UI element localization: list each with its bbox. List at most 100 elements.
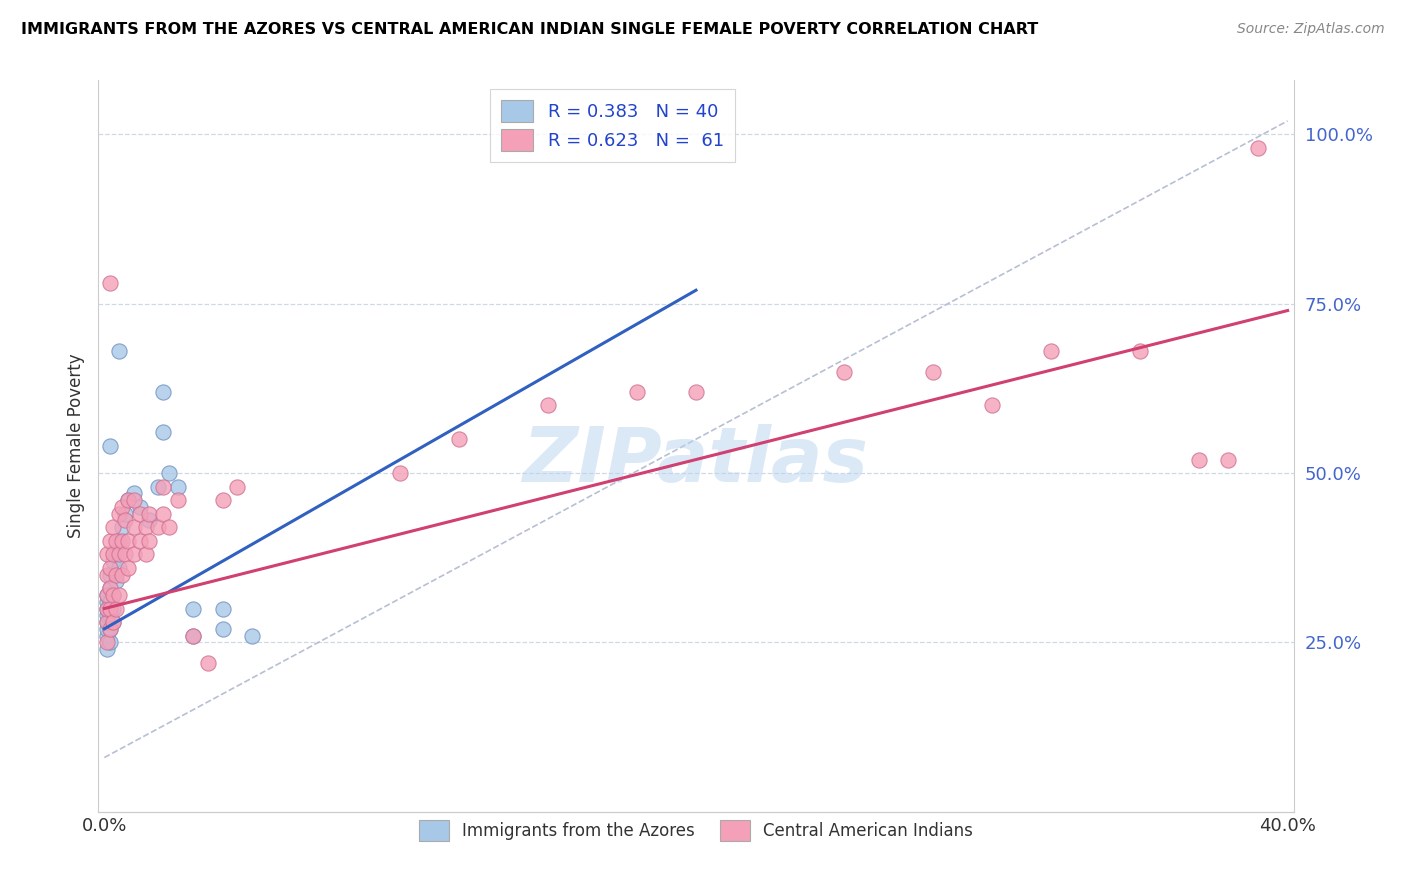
Point: [108, 533, 131, 548]
Text: IMMIGRANTS FROM THE AZORES VS CENTRAL AMERICAN INDIAN SINGLE FEMALE POVERTY CORR: IMMIGRANTS FROM THE AZORES VS CENTRAL AM…: [21, 22, 1039, 37]
Point: [157, 520, 180, 534]
Point: [98, 561, 121, 575]
Point: [122, 486, 145, 500]
Point: [96, 595, 118, 609]
Point: [197, 656, 219, 670]
Point: [105, 533, 128, 548]
Point: [181, 629, 204, 643]
Point: [103, 554, 125, 568]
Point: [96, 601, 118, 615]
Point: [108, 507, 131, 521]
Point: [135, 547, 157, 561]
Point: [138, 533, 160, 548]
Point: [240, 629, 263, 643]
Point: [211, 601, 233, 615]
Point: [108, 561, 131, 575]
Point: [105, 547, 128, 561]
Point: [96, 615, 118, 629]
Point: [98, 533, 121, 548]
Point: [117, 561, 139, 575]
Point: [103, 615, 125, 629]
Point: [98, 581, 121, 595]
Point: [108, 547, 131, 561]
Point: [103, 601, 125, 615]
Point: [98, 439, 121, 453]
Point: [111, 520, 134, 534]
Point: [105, 601, 128, 615]
Point: [96, 635, 118, 649]
Point: [98, 277, 121, 291]
Point: [96, 567, 118, 582]
Point: [98, 567, 121, 582]
Point: [98, 622, 121, 636]
Point: [832, 364, 855, 378]
Point: [138, 514, 160, 528]
Point: [96, 629, 118, 643]
Point: [96, 588, 118, 602]
Point: [537, 398, 560, 412]
Point: [114, 514, 136, 528]
Point: [138, 507, 160, 521]
Point: [108, 344, 131, 359]
Point: [157, 466, 180, 480]
Point: [117, 493, 139, 508]
Point: [98, 608, 121, 623]
Point: [921, 364, 943, 378]
Point: [103, 588, 125, 602]
Point: [389, 466, 412, 480]
Point: [117, 533, 139, 548]
Point: [108, 588, 131, 602]
Point: [211, 622, 233, 636]
Point: [96, 601, 118, 615]
Point: [685, 384, 707, 399]
Point: [128, 507, 150, 521]
Point: [1129, 344, 1152, 359]
Point: [211, 493, 233, 508]
Point: [122, 520, 145, 534]
Point: [226, 480, 249, 494]
Point: [117, 493, 139, 508]
Point: [103, 615, 125, 629]
Point: [111, 533, 134, 548]
Point: [98, 601, 121, 615]
Point: [135, 520, 157, 534]
Point: [1247, 141, 1270, 155]
Point: [122, 547, 145, 561]
Point: [98, 635, 121, 649]
Point: [1188, 452, 1211, 467]
Point: [122, 493, 145, 508]
Point: [96, 642, 118, 657]
Point: [96, 622, 118, 636]
Point: [167, 493, 190, 508]
Point: [96, 615, 118, 629]
Point: [146, 520, 169, 534]
Point: [111, 567, 134, 582]
Point: [114, 547, 136, 561]
Point: [103, 520, 125, 534]
Point: [96, 608, 118, 623]
Point: [98, 595, 121, 609]
Point: [111, 500, 134, 514]
Point: [96, 547, 118, 561]
Point: [105, 574, 128, 589]
Point: [98, 581, 121, 595]
Point: [152, 384, 174, 399]
Point: [146, 480, 169, 494]
Point: [128, 533, 150, 548]
Point: [96, 588, 118, 602]
Point: [980, 398, 1002, 412]
Point: [152, 507, 174, 521]
Point: [167, 480, 190, 494]
Text: Source: ZipAtlas.com: Source: ZipAtlas.com: [1237, 22, 1385, 37]
Point: [1039, 344, 1062, 359]
Point: [103, 588, 125, 602]
Text: ZIPatlas: ZIPatlas: [523, 424, 869, 498]
Point: [103, 547, 125, 561]
Point: [128, 500, 150, 514]
Point: [1218, 452, 1240, 467]
Legend: Immigrants from the Azores, Central American Indians: Immigrants from the Azores, Central Amer…: [412, 814, 980, 847]
Point: [626, 384, 648, 399]
Point: [114, 507, 136, 521]
Point: [98, 622, 121, 636]
Y-axis label: Single Female Poverty: Single Female Poverty: [66, 354, 84, 538]
